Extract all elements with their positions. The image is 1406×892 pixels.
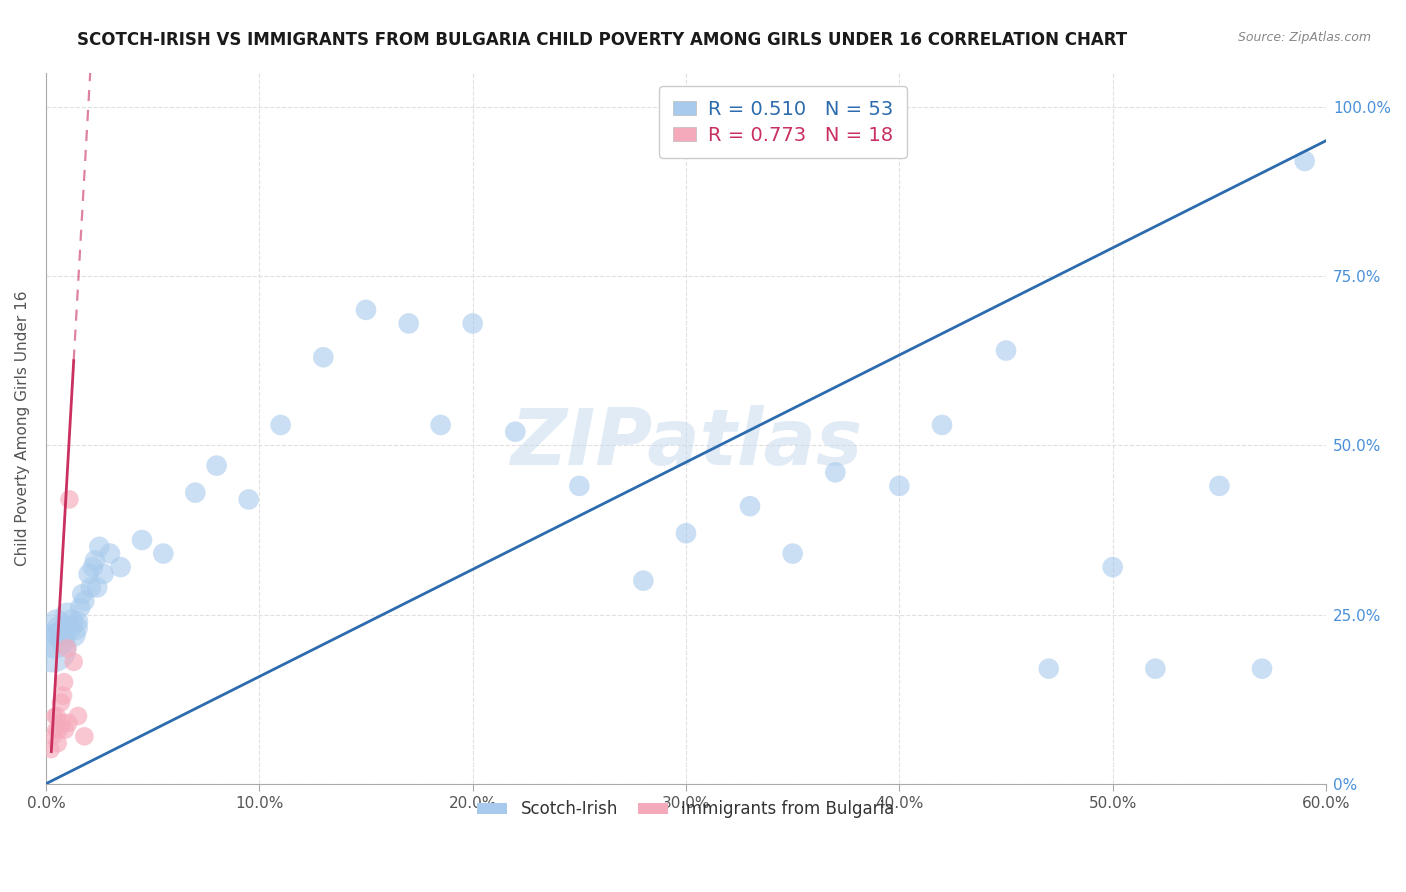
Point	[45, 614, 67, 628]
Point	[205, 458, 228, 473]
Point	[738, 499, 761, 513]
Point	[1038, 662, 1060, 676]
Point	[931, 417, 953, 432]
Point	[56, 607, 79, 622]
Point	[398, 317, 420, 331]
Point	[58, 492, 80, 507]
Text: ZIPatlas: ZIPatlas	[510, 405, 862, 481]
Point	[66, 614, 89, 628]
Point	[461, 317, 484, 331]
Point	[52, 634, 75, 648]
Point	[53, 723, 76, 737]
Point	[41, 641, 63, 656]
Point	[675, 526, 697, 541]
Point	[58, 621, 80, 635]
Point	[782, 547, 804, 561]
Point	[80, 581, 103, 595]
Point	[995, 343, 1018, 358]
Text: SCOTCH-IRISH VS IMMIGRANTS FROM BULGARIA CHILD POVERTY AMONG GIRLS UNDER 16 CORR: SCOTCH-IRISH VS IMMIGRANTS FROM BULGARIA…	[77, 31, 1128, 49]
Point	[1208, 479, 1230, 493]
Point	[39, 743, 62, 757]
Point	[270, 417, 292, 432]
Point	[312, 351, 335, 365]
Point	[568, 479, 591, 493]
Point	[86, 581, 108, 595]
Point	[73, 594, 96, 608]
Point	[45, 628, 67, 642]
Point	[73, 730, 96, 744]
Point	[82, 560, 104, 574]
Point	[44, 709, 66, 723]
Point	[505, 425, 527, 439]
Point	[131, 533, 153, 547]
Point	[44, 634, 66, 648]
Point	[62, 628, 84, 642]
Point	[66, 709, 89, 723]
Point	[824, 466, 846, 480]
Point	[45, 723, 67, 737]
Point	[69, 600, 91, 615]
Point	[1101, 560, 1123, 574]
Point	[51, 715, 73, 730]
Point	[46, 736, 69, 750]
Point	[53, 621, 76, 635]
Point	[354, 302, 377, 317]
Point	[60, 614, 83, 628]
Point	[98, 547, 121, 561]
Point	[45, 709, 67, 723]
Point	[152, 547, 174, 561]
Point	[1294, 153, 1316, 168]
Point	[1251, 662, 1274, 676]
Point	[889, 479, 911, 493]
Point	[65, 621, 87, 635]
Point	[62, 655, 84, 669]
Point	[42, 730, 65, 744]
Legend: Scotch-Irish, Immigrants from Bulgaria: Scotch-Irish, Immigrants from Bulgaria	[471, 794, 901, 825]
Text: Source: ZipAtlas.com: Source: ZipAtlas.com	[1237, 31, 1371, 45]
Point	[110, 560, 132, 574]
Point	[48, 621, 70, 635]
Point	[89, 540, 111, 554]
Point	[429, 417, 451, 432]
Point	[84, 553, 107, 567]
Point	[58, 715, 80, 730]
Point	[93, 566, 115, 581]
Point	[633, 574, 655, 588]
Point	[53, 675, 76, 690]
Point	[48, 723, 70, 737]
Point	[70, 587, 93, 601]
Point	[56, 641, 79, 656]
Point	[1144, 662, 1167, 676]
Point	[49, 628, 72, 642]
Point	[49, 696, 72, 710]
Point	[52, 689, 75, 703]
Y-axis label: Child Poverty Among Girls Under 16: Child Poverty Among Girls Under 16	[15, 291, 30, 566]
Point	[238, 492, 260, 507]
Point	[184, 485, 207, 500]
Point	[77, 566, 100, 581]
